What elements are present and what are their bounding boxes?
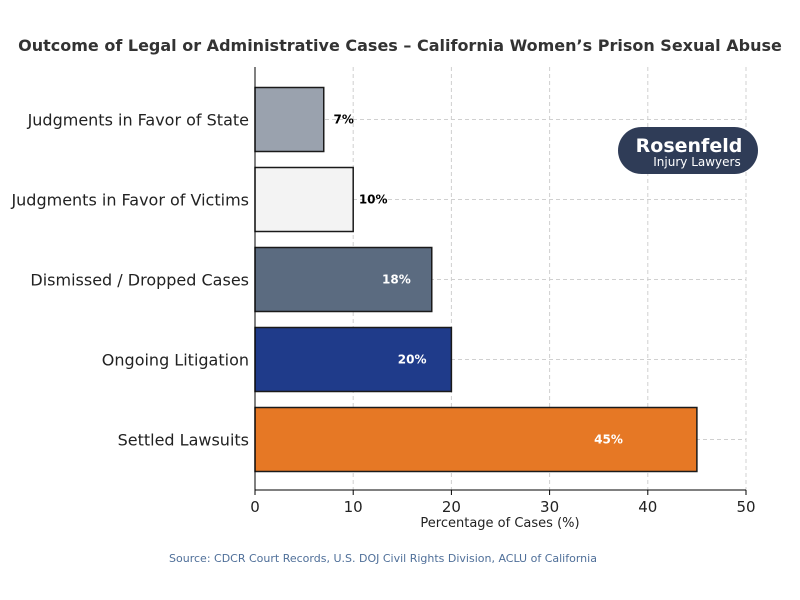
bar xyxy=(254,86,325,153)
chart-title: Outcome of Legal or Administrative Cases… xyxy=(18,36,782,55)
x-tick-label: 20 xyxy=(442,498,461,516)
bars xyxy=(254,86,698,473)
logo-subtext: Injury Lawyers xyxy=(653,155,740,169)
value-label: 18% xyxy=(382,273,411,287)
x-axis-title: Percentage of Cases (%) xyxy=(420,516,579,531)
category-label: Settled Lawsuits xyxy=(118,431,249,450)
logo-badge xyxy=(618,127,758,174)
bar xyxy=(254,406,698,473)
x-tick-label: 40 xyxy=(638,498,657,516)
x-ticks: 0 10 20 30 40 50 xyxy=(250,490,756,516)
category-label: Judgments in Favor of State xyxy=(27,111,249,130)
category-label: Ongoing Litigation xyxy=(102,351,249,370)
x-tick-label: 0 xyxy=(250,498,260,516)
logo-text: Rosenfeld xyxy=(636,135,743,157)
value-label: 20% xyxy=(398,353,427,367)
value-label: 45% xyxy=(594,433,623,447)
value-label: 10% xyxy=(359,193,388,207)
x-tick-label: 50 xyxy=(736,498,755,516)
x-tick-label: 30 xyxy=(540,498,559,516)
category-label: Judgments in Favor of Victims xyxy=(10,191,249,210)
x-tick-label: 10 xyxy=(344,498,363,516)
source-note: Source: CDCR Court Records, U.S. DOJ Civ… xyxy=(169,552,597,565)
bar xyxy=(254,166,354,233)
category-label: Dismissed / Dropped Cases xyxy=(30,271,249,290)
value-label: 7% xyxy=(334,113,354,127)
logo: Rosenfeld Injury Lawyers xyxy=(618,127,758,174)
category-labels: Judgments in Favor of State Judgments in … xyxy=(10,111,249,450)
value-labels: 7% 10% 18% 20% 45% xyxy=(334,113,623,447)
